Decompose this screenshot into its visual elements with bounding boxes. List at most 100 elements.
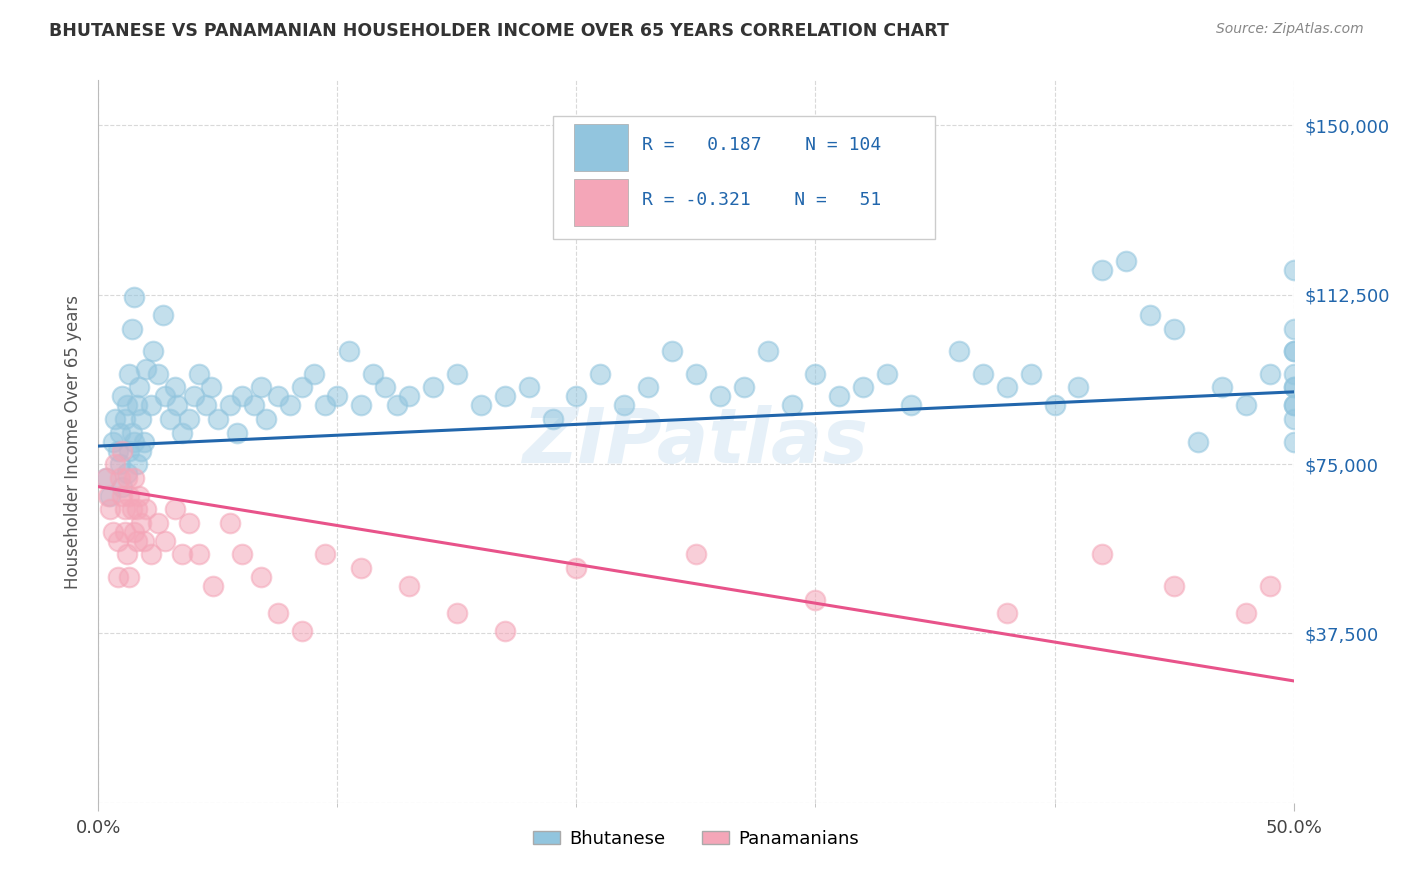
Point: [163, 502, 186, 516]
Point: [385, 398, 409, 412]
Point: [131, 412, 153, 426]
Point: [709, 389, 731, 403]
Point: [828, 389, 851, 403]
Point: [900, 398, 922, 412]
Point: [780, 398, 803, 412]
Point: [326, 389, 349, 403]
Text: R = -0.321    N =   51: R = -0.321 N = 51: [643, 192, 882, 210]
Point: [243, 398, 266, 412]
Point: [101, 434, 124, 449]
Point: [187, 548, 209, 562]
Point: [1234, 606, 1257, 620]
Point: [98, 502, 122, 516]
Point: [1115, 253, 1137, 268]
Point: [111, 443, 134, 458]
Point: [637, 380, 659, 394]
Point: [446, 367, 468, 381]
Point: [876, 367, 898, 381]
Point: [1211, 380, 1233, 394]
Point: [118, 570, 141, 584]
FancyBboxPatch shape: [553, 116, 935, 239]
Text: Source: ZipAtlas.com: Source: ZipAtlas.com: [1216, 22, 1364, 37]
Point: [852, 380, 875, 394]
Point: [148, 367, 170, 381]
Point: [104, 457, 127, 471]
Point: [183, 389, 205, 403]
Point: [398, 389, 420, 403]
Point: [124, 290, 146, 304]
Point: [124, 470, 146, 484]
Point: [94, 470, 117, 484]
Point: [131, 443, 153, 458]
Point: [107, 570, 129, 584]
Point: [494, 624, 516, 639]
Point: [108, 457, 131, 471]
Point: [115, 466, 138, 480]
Point: [250, 570, 273, 584]
Point: [1234, 398, 1257, 412]
Point: [121, 425, 143, 440]
Point: [101, 524, 124, 539]
Point: [107, 533, 129, 548]
Point: [155, 533, 177, 548]
Point: [114, 524, 136, 539]
Point: [948, 344, 970, 359]
Point: [350, 561, 373, 575]
Point: [111, 489, 134, 503]
Point: [148, 516, 170, 530]
FancyBboxPatch shape: [574, 124, 628, 170]
Point: [135, 362, 157, 376]
Point: [1258, 367, 1281, 381]
Point: [200, 380, 222, 394]
Point: [159, 412, 181, 426]
Point: [350, 398, 373, 412]
Point: [254, 412, 277, 426]
Point: [565, 561, 588, 575]
Point: [1163, 579, 1185, 593]
Point: [446, 606, 468, 620]
Point: [1282, 380, 1305, 394]
Point: [315, 548, 337, 562]
Point: [589, 367, 612, 381]
Point: [195, 398, 218, 412]
Point: [114, 412, 136, 426]
Point: [315, 398, 337, 412]
Point: [1282, 398, 1305, 412]
Point: [187, 367, 209, 381]
Point: [1258, 579, 1281, 593]
Point: [132, 434, 155, 449]
Point: [1187, 434, 1209, 449]
Text: ZIPatlas: ZIPatlas: [523, 405, 869, 478]
Point: [1282, 412, 1305, 426]
Point: [1282, 398, 1305, 412]
Point: [115, 548, 138, 562]
Point: [661, 344, 683, 359]
Point: [98, 489, 122, 503]
Point: [995, 380, 1018, 394]
Point: [128, 380, 150, 394]
Point: [494, 389, 516, 403]
Point: [363, 367, 385, 381]
Point: [115, 470, 138, 484]
Point: [121, 321, 143, 335]
Point: [125, 533, 148, 548]
Point: [1091, 263, 1114, 277]
Point: [152, 308, 174, 322]
Point: [128, 489, 150, 503]
Point: [517, 380, 540, 394]
Point: [804, 367, 827, 381]
Point: [226, 425, 249, 440]
Point: [202, 579, 225, 593]
Point: [267, 606, 290, 620]
Point: [804, 592, 827, 607]
Point: [219, 516, 242, 530]
Point: [114, 502, 136, 516]
Point: [131, 516, 153, 530]
Point: [250, 380, 273, 394]
Point: [118, 367, 141, 381]
Point: [118, 489, 141, 503]
Point: [685, 548, 707, 562]
Point: [142, 344, 165, 359]
Point: [231, 548, 253, 562]
Point: [124, 434, 146, 449]
